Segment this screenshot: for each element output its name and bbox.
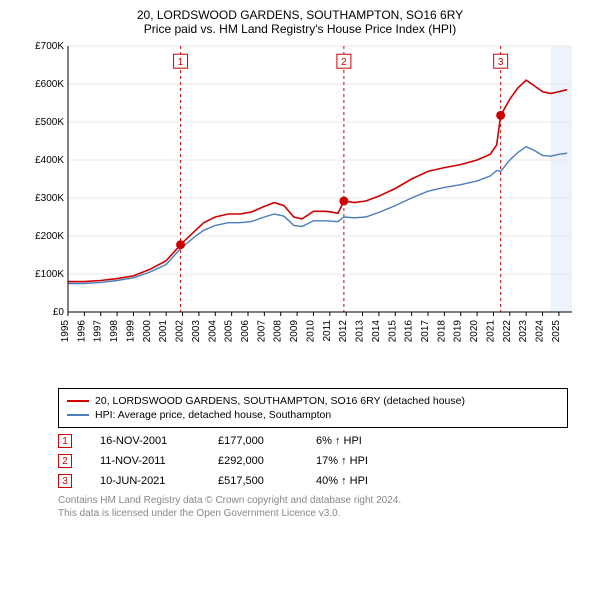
svg-text:1995: 1995	[60, 320, 71, 343]
svg-text:2001: 2001	[158, 320, 169, 343]
svg-text:£0: £0	[53, 307, 65, 318]
svg-text:3: 3	[498, 57, 504, 68]
svg-text:1996: 1996	[76, 320, 87, 343]
legend-label: HPI: Average price, detached house, Sout…	[95, 409, 331, 421]
legend-item: 20, LORDSWOOD GARDENS, SOUTHAMPTON, SO16…	[67, 395, 559, 407]
svg-text:2014: 2014	[371, 320, 382, 343]
svg-text:2021: 2021	[485, 320, 496, 343]
sale-diff: 6% ↑ HPI	[316, 435, 362, 447]
sale-price: £177,000	[218, 435, 288, 447]
svg-text:2005: 2005	[224, 320, 235, 343]
svg-text:2000: 2000	[142, 320, 153, 343]
sales-row: 1 16-NOV-2001 £177,000 6% ↑ HPI	[58, 434, 568, 448]
svg-text:2022: 2022	[502, 320, 513, 343]
svg-text:2013: 2013	[355, 320, 366, 343]
svg-text:£500K: £500K	[35, 117, 64, 128]
sales-row: 2 11-NOV-2011 £292,000 17% ↑ HPI	[58, 454, 568, 468]
svg-text:£100K: £100K	[35, 269, 64, 280]
sale-marker-icon: 2	[58, 454, 72, 468]
title-address: 20, LORDSWOOD GARDENS, SOUTHAMPTON, SO16…	[10, 8, 590, 22]
legend: 20, LORDSWOOD GARDENS, SOUTHAMPTON, SO16…	[58, 388, 568, 428]
svg-text:2015: 2015	[387, 320, 398, 343]
sale-diff: 40% ↑ HPI	[316, 475, 368, 487]
legend-swatch	[67, 400, 89, 402]
svg-text:£200K: £200K	[35, 231, 64, 242]
svg-text:1: 1	[178, 57, 184, 68]
legend-item: HPI: Average price, detached house, Sout…	[67, 409, 559, 421]
svg-text:2020: 2020	[469, 320, 480, 343]
svg-text:£300K: £300K	[35, 193, 64, 204]
svg-text:2024: 2024	[535, 320, 546, 343]
svg-text:2002: 2002	[175, 320, 186, 343]
svg-text:2019: 2019	[453, 320, 464, 343]
svg-text:£600K: £600K	[35, 79, 64, 90]
sale-marker-icon: 1	[58, 434, 72, 448]
svg-text:2010: 2010	[305, 320, 316, 343]
svg-text:1997: 1997	[93, 320, 104, 343]
legend-label: 20, LORDSWOOD GARDENS, SOUTHAMPTON, SO16…	[95, 395, 465, 407]
svg-text:2008: 2008	[273, 320, 284, 343]
svg-text:2004: 2004	[207, 320, 218, 343]
sales-table: 1 16-NOV-2001 £177,000 6% ↑ HPI 2 11-NOV…	[58, 434, 568, 488]
sale-price: £517,500	[218, 475, 288, 487]
sale-price: £292,000	[218, 455, 288, 467]
svg-text:1998: 1998	[109, 320, 120, 343]
sale-date: 11-NOV-2011	[100, 455, 190, 467]
svg-text:2016: 2016	[404, 320, 415, 343]
title-subtitle: Price paid vs. HM Land Registry's House …	[10, 22, 590, 36]
svg-text:1999: 1999	[125, 320, 136, 343]
svg-text:2003: 2003	[191, 320, 202, 343]
sale-date: 10-JUN-2021	[100, 475, 190, 487]
chart-container: 20, LORDSWOOD GARDENS, SOUTHAMPTON, SO16…	[0, 0, 600, 528]
footer-line2: This data is licensed under the Open Gov…	[58, 507, 568, 520]
svg-text:2011: 2011	[322, 320, 333, 342]
svg-text:2018: 2018	[436, 320, 447, 343]
svg-text:2: 2	[341, 57, 347, 68]
footer: Contains HM Land Registry data © Crown c…	[58, 494, 568, 520]
chart-area: £0 £100K £200K £300K £400K £500K £600K £700K 199…	[20, 40, 580, 380]
chart-svg: £0 £100K £200K £300K £400K £500K £600K £700K 199…	[20, 40, 580, 380]
footer-line1: Contains HM Land Registry data © Crown c…	[58, 494, 568, 507]
sale-date: 16-NOV-2001	[100, 435, 190, 447]
svg-text:£400K: £400K	[35, 155, 64, 166]
sales-row: 3 10-JUN-2021 £517,500 40% ↑ HPI	[58, 474, 568, 488]
svg-text:2025: 2025	[551, 320, 562, 343]
legend-swatch	[67, 414, 89, 416]
svg-text:2006: 2006	[240, 320, 251, 343]
svg-text:2017: 2017	[420, 320, 431, 343]
title-block: 20, LORDSWOOD GARDENS, SOUTHAMPTON, SO16…	[10, 8, 590, 36]
svg-text:2009: 2009	[289, 320, 300, 343]
svg-text:2012: 2012	[338, 320, 349, 343]
svg-text:2007: 2007	[256, 320, 267, 343]
svg-text:£700K: £700K	[35, 41, 64, 52]
sale-diff: 17% ↑ HPI	[316, 455, 368, 467]
svg-text:2023: 2023	[518, 320, 529, 343]
sale-marker-icon: 3	[58, 474, 72, 488]
